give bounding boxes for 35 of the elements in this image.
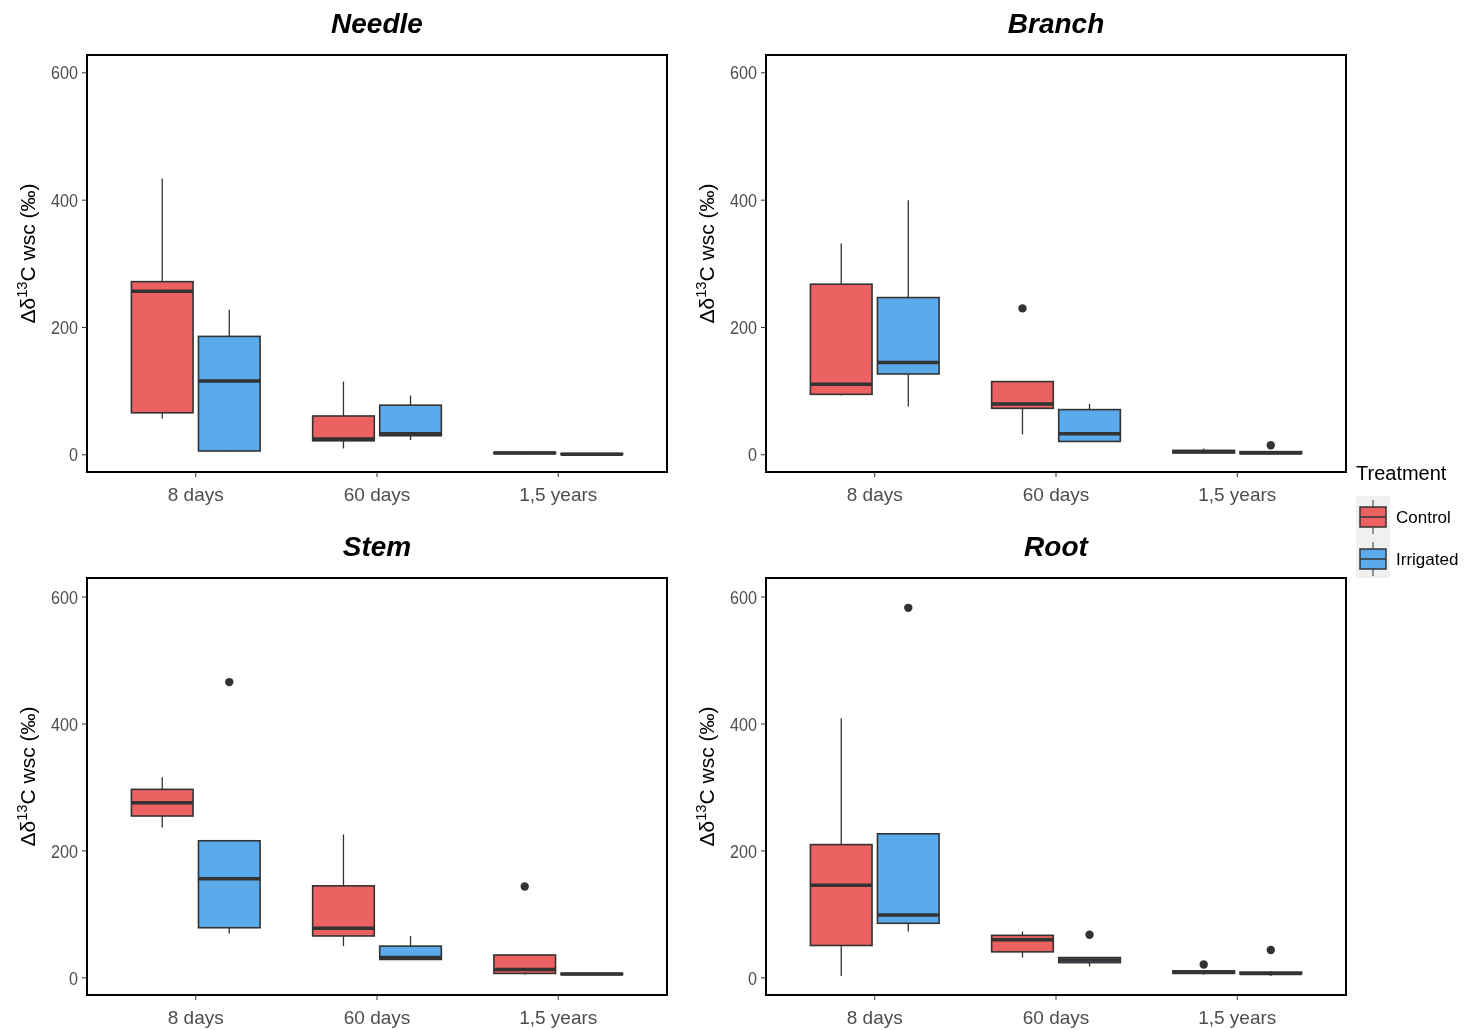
y-tick-label: 0 (748, 967, 758, 989)
y-tick-label: 200 (730, 316, 758, 339)
y-tick-label: 200 (730, 840, 758, 862)
x-tick-label: 60 days (1022, 1007, 1090, 1028)
x-tick-label: 1,5 years (519, 1007, 598, 1028)
legend-label: Control (1396, 507, 1451, 527)
y-tick-label: 600 (51, 62, 79, 84)
x-tick-label: 8 days (167, 1007, 224, 1028)
x-tick-label: 8 days (846, 484, 903, 505)
chart-title: Root (1024, 531, 1090, 562)
x-tick-label: 1,5 years (1198, 484, 1277, 505)
y-tick-label: 0 (748, 444, 758, 466)
y-tick-label: 600 (51, 586, 79, 608)
y-tick-label: 200 (51, 840, 79, 862)
chart-title: Stem (342, 531, 412, 562)
y-tick-label: 400 (51, 713, 79, 735)
y-tick-label: 600 (730, 586, 758, 608)
x-tick-label: 60 days (343, 1007, 411, 1028)
x-tick-label: 1,5 years (519, 484, 598, 505)
x-tick-label: 60 days (1022, 484, 1090, 505)
x-tick-label: 8 days (846, 1007, 903, 1028)
x-tick-label: 60 days (343, 484, 411, 505)
legend-title: Treatment (1356, 462, 1447, 484)
y-tick-label: 400 (730, 713, 758, 735)
x-tick-label: 8 days (167, 484, 224, 505)
y-tick-label: 600 (730, 62, 758, 84)
y-tick-label: 0 (69, 967, 79, 989)
y-tick-label: 400 (51, 189, 79, 212)
x-tick-label: 1,5 years (1198, 1007, 1277, 1028)
chart-title: Needle (331, 8, 423, 39)
y-tick-label: 200 (51, 316, 79, 339)
y-tick-label: 400 (730, 189, 758, 212)
legend-label: Irrigated (1396, 549, 1459, 569)
chart-title: Branch (1007, 8, 1105, 39)
y-tick-label: 0 (69, 444, 79, 466)
